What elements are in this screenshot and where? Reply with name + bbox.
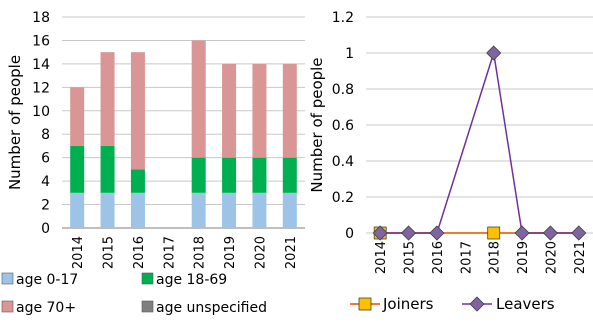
- right-legend-leavers-label: Leavers: [496, 295, 555, 313]
- left-x-tick-label: 2021: [284, 236, 299, 269]
- right-y-tick-label: 0.6: [332, 118, 354, 134]
- right-leavers-marker: [486, 45, 502, 61]
- left-legend-label: age 18-69: [156, 272, 227, 288]
- left-bar-segment: [222, 157, 237, 193]
- right-y-tick-label: 1: [345, 46, 354, 62]
- right-legend-joiners-marker: [358, 297, 372, 311]
- right-leavers-marker: [514, 225, 530, 241]
- right-x-tick-label: 2017: [459, 241, 474, 274]
- right-legend-joiners-label: Joiners: [382, 295, 434, 313]
- right-x-tick-label: 2015: [403, 241, 418, 274]
- right-y-tick-label: 0.4: [332, 154, 354, 170]
- right-x-tick-label: 2021: [573, 241, 588, 274]
- left-x-tick-label: 2018: [193, 236, 208, 269]
- left-legend-label: age 70+: [16, 300, 76, 316]
- left-bar-segment: [252, 157, 267, 193]
- left-x-tick-label: 2014: [71, 236, 86, 269]
- left-bar-segment: [222, 63, 237, 158]
- left-bar-segment: [100, 192, 115, 228]
- left-bar-segment: [70, 192, 85, 228]
- right-y-tick-label: 0: [345, 226, 354, 242]
- left-bar-segment: [130, 169, 145, 193]
- left-bar-segment: [100, 145, 115, 193]
- left-bar-segment: [191, 192, 206, 228]
- right-leavers-marker: [571, 225, 587, 241]
- left-y-tick-label: 4: [41, 174, 50, 190]
- right-leavers-marker: [542, 225, 559, 241]
- right-x-tick-label: 2020: [544, 241, 559, 274]
- left-bar-segment: [282, 157, 297, 193]
- right-leavers-marker: [429, 225, 445, 241]
- left-bar-segment: [252, 63, 267, 158]
- left-bar-segment: [70, 87, 85, 146]
- right-leavers-marker: [400, 225, 417, 241]
- left-y-tick-label: 18: [32, 10, 50, 26]
- right-y-tick-label: 1.2: [332, 10, 354, 26]
- left-bar-segment: [100, 52, 115, 146]
- left-y-tick-label: 14: [32, 57, 50, 73]
- left-legend-label: age 0-17: [16, 272, 78, 288]
- left-x-tick-label: 2016: [132, 236, 147, 269]
- left-x-tick-label: 2017: [162, 236, 177, 269]
- left-legend-swatch: [141, 272, 154, 285]
- left-bar-segment: [130, 192, 145, 228]
- right-leavers-line: [380, 52, 579, 234]
- left-y-tick-label: 12: [32, 80, 50, 96]
- right-y-tick-label: 0.2: [332, 190, 354, 206]
- right-x-tick-label: 2019: [516, 241, 531, 274]
- right-joiners-marker: [487, 226, 501, 240]
- left-bar-segment: [191, 157, 206, 193]
- left-y-tick-label: 8: [41, 127, 50, 143]
- right-y-tick-label: 0.8: [332, 82, 354, 98]
- left-bar-segment: [191, 40, 206, 158]
- left-x-tick-label: 2020: [253, 236, 268, 269]
- right-x-tick-label: 2014: [374, 241, 389, 274]
- left-bar-segment: [252, 192, 267, 228]
- left-bar-segment: [282, 63, 297, 158]
- right-leavers-marker: [372, 225, 388, 241]
- left-legend-swatch: [1, 300, 14, 313]
- right-legend-leavers-marker: [469, 296, 485, 312]
- right-x-tick-label: 2018: [488, 241, 503, 274]
- left-bar-segment: [70, 145, 85, 193]
- left-y-tick-label: 10: [32, 104, 50, 120]
- left-bar-segment: [282, 192, 297, 228]
- left-y-tick-label: 0: [41, 221, 50, 237]
- left-y-tick-label: 6: [41, 151, 50, 167]
- left-legend-swatch: [141, 300, 154, 313]
- left-legend-label: age unspecified: [156, 300, 267, 316]
- left-y-tick-label: 16: [32, 33, 50, 49]
- right-x-tick-label: 2016: [431, 241, 446, 274]
- left-bar-segment: [222, 192, 237, 228]
- left-x-tick-label: 2019: [223, 236, 238, 269]
- left-x-tick-label: 2015: [102, 236, 117, 269]
- left-y-tick-label: 2: [41, 198, 50, 214]
- left-legend-swatch: [1, 272, 14, 285]
- right-y-axis-label: Number of people: [308, 57, 326, 192]
- left-y-axis-label: Number of people: [6, 55, 24, 190]
- left-bar-segment: [130, 52, 145, 170]
